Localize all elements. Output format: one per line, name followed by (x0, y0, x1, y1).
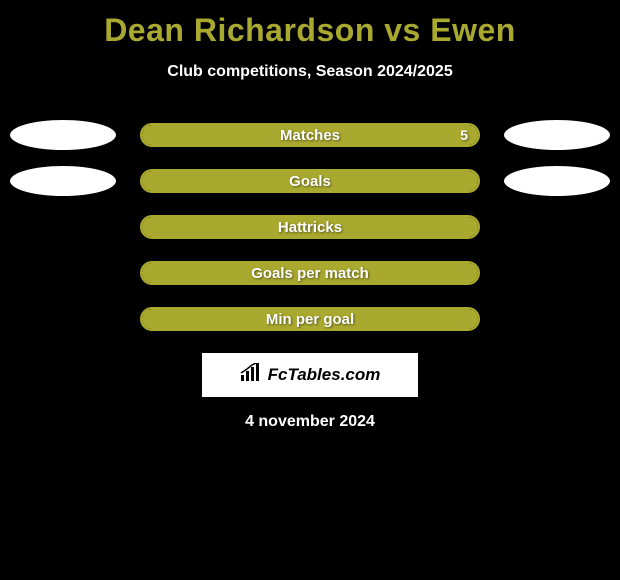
stat-row: Matches 5 (0, 123, 620, 147)
logo-box: FcTables.com (202, 353, 418, 397)
stat-bar: Hattricks (140, 215, 480, 239)
date-text: 4 november 2024 (0, 413, 620, 431)
stat-label: Goals per match (251, 265, 369, 282)
stat-row: Goals (0, 169, 620, 193)
stat-label: Hattricks (278, 219, 342, 236)
stat-value: 5 (460, 127, 468, 143)
right-pill (504, 166, 610, 196)
page-subtitle: Club competitions, Season 2024/2025 (0, 63, 620, 81)
logo-text: FcTables.com (268, 365, 381, 385)
left-pill (10, 120, 116, 150)
stat-bar: Min per goal (140, 307, 480, 331)
stat-row: Hattricks (0, 215, 620, 239)
stat-bar: Matches 5 (140, 123, 480, 147)
left-pill (10, 166, 116, 196)
stat-label: Matches (280, 127, 340, 144)
right-pill (504, 120, 610, 150)
stats-rows: Matches 5 Goals Hattricks Goals per match Min… (0, 123, 620, 331)
stat-bar: Goals (140, 169, 480, 193)
stat-label: Goals (289, 173, 331, 190)
stat-row: Goals per match (0, 261, 620, 285)
page-title: Dean Richardson vs Ewen (0, 0, 620, 49)
stat-row: Min per goal (0, 307, 620, 331)
stat-bar: Goals per match (140, 261, 480, 285)
stat-label: Min per goal (266, 311, 354, 328)
logo-chart-icon (240, 363, 262, 388)
